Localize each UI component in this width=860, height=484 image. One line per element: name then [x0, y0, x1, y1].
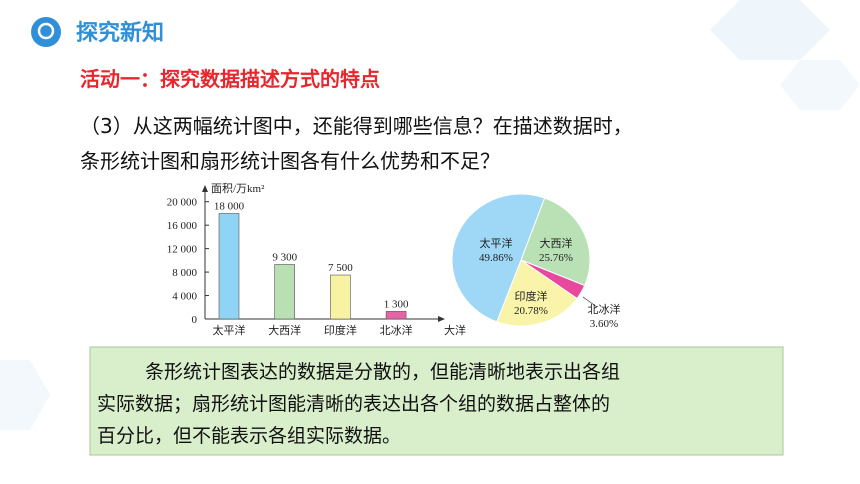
decor [780, 60, 860, 110]
y-tick-label: 4 000 [172, 291, 197, 303]
value-label: 18 000 [214, 200, 245, 212]
pie-slice [451, 193, 546, 323]
bar [330, 274, 351, 320]
x-axis-label: 大洋 [444, 323, 466, 337]
axis-arrow [202, 185, 208, 192]
question-line: 条形统计图和扇形统计图各有什么优势和不足？ [80, 149, 500, 173]
activity: 活动一：探究数据描述方式的特点 [80, 67, 380, 91]
icon [37, 22, 55, 40]
pie-slice [520, 197, 591, 287]
question-line: （3）从这两幅统计图中，还能得到哪些信息？在描述数据时， [80, 114, 633, 138]
answer-box [89, 346, 784, 456]
x-tick-label: 北冰洋 [380, 323, 413, 337]
pie-slice [496, 259, 578, 327]
bar [218, 213, 240, 320]
y-tick-label: 16 000 [167, 220, 198, 232]
x-tick-label: 印度洋 [324, 323, 357, 337]
y-tick-label: 0 [192, 314, 198, 326]
pie-value-label: 3.60% [590, 318, 618, 330]
decor [710, 0, 830, 60]
pie-label: 北冰洋 [588, 302, 621, 316]
value-label: 7 500 [328, 262, 353, 274]
x-tick-label: 大西洋 [268, 323, 301, 337]
pie-label: 大西洋 [540, 236, 573, 250]
header-title: 探究新知 [76, 20, 164, 46]
icon [31, 17, 61, 47]
pie-value-label: 25.76% [539, 252, 573, 264]
pie-value-label: 20.78% [514, 305, 548, 317]
axis-arrow [438, 316, 445, 322]
answer-line: 实际数据；扇形统计图能清晰的表达出各个组的数据占整体的 [97, 393, 610, 415]
value-label: 9 300 [272, 251, 297, 263]
decor [0, 360, 50, 430]
y-tick-label: 12 000 [167, 244, 198, 256]
answer-line: 条形统计图表达的数据是分散的，但能清晰地表示出各组 [145, 361, 620, 383]
x-tick-label: 太平洋 [213, 323, 246, 337]
y-axis-label: 面积/万km² [211, 182, 265, 195]
y-tick-label: 20 000 [167, 197, 198, 209]
answer-line: 百分比，但不能表示各组实际数据。 [97, 425, 401, 447]
pie-value-label: 49.86% [479, 252, 513, 264]
pie-label: 太平洋 [480, 236, 513, 250]
value-label: 1 300 [384, 298, 409, 310]
pie-label: 印度洋 [515, 289, 548, 303]
leader-line [582, 296, 598, 308]
bar [385, 311, 407, 320]
bar [274, 264, 296, 320]
y-tick-label: 8 000 [172, 267, 197, 279]
